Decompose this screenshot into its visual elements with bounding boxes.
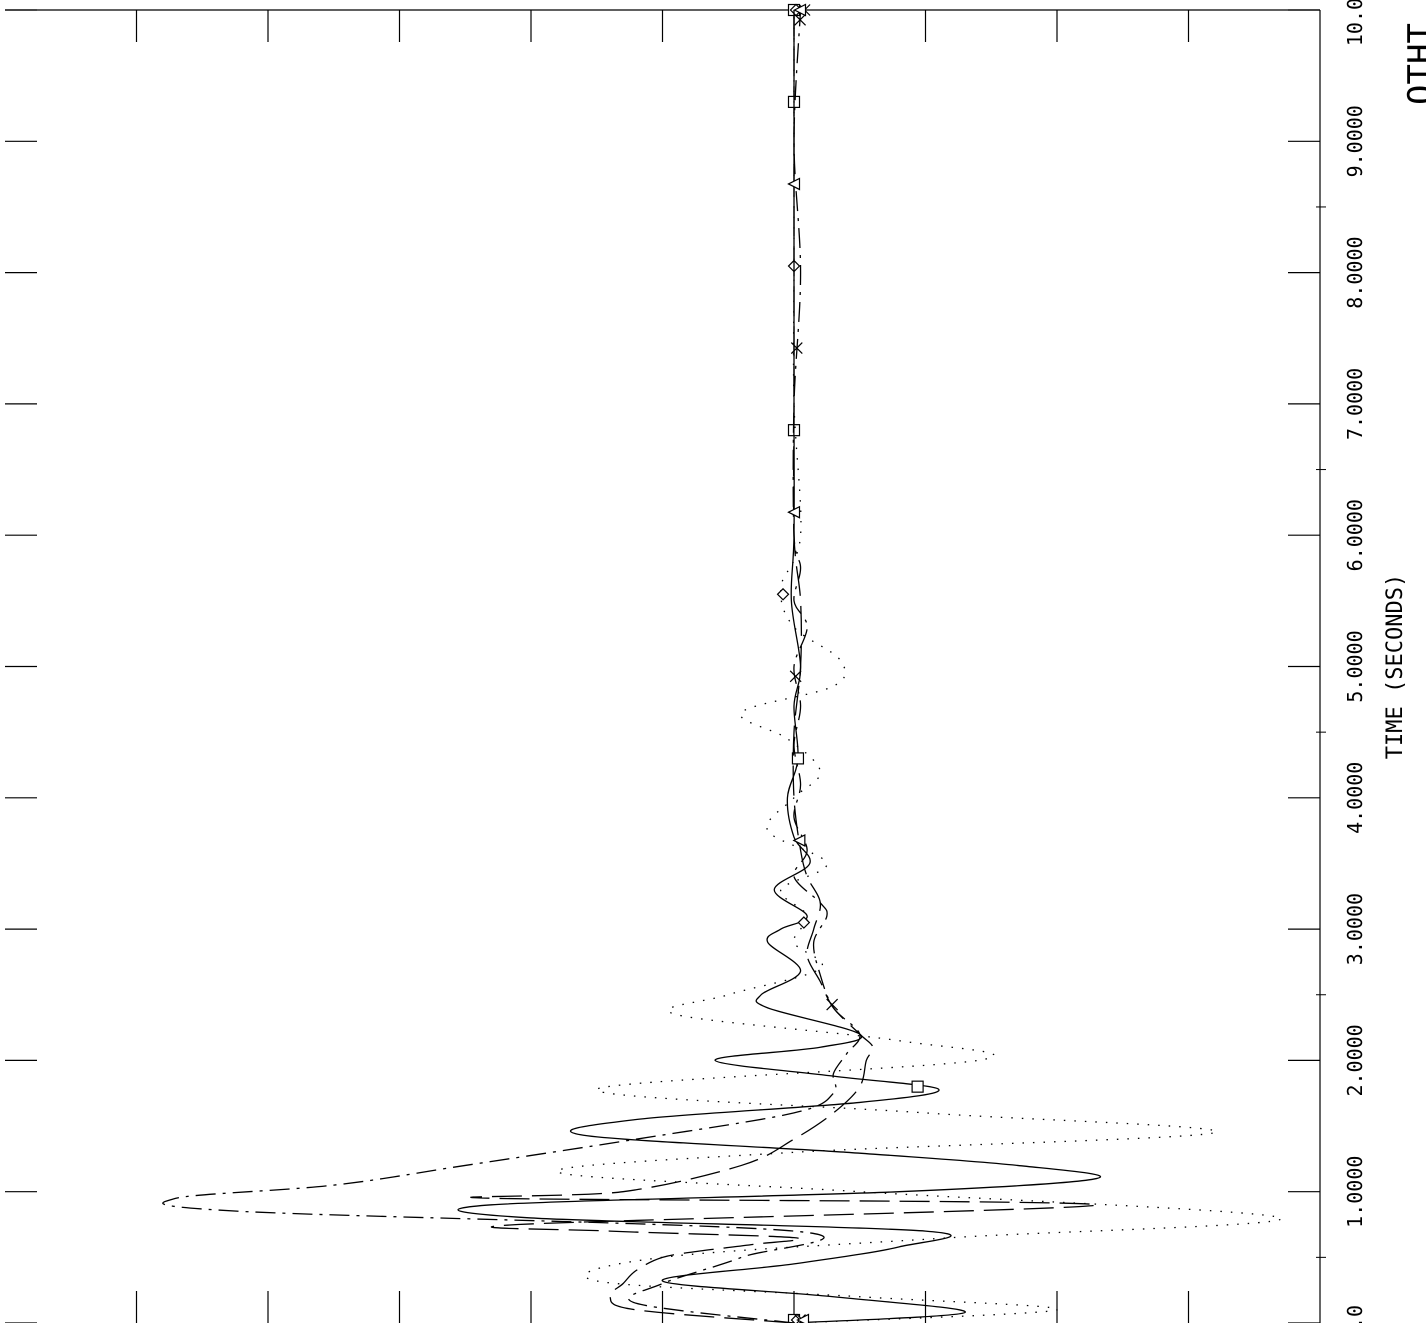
axis-ticks (5, 9, 1326, 1323)
x-tick-label: 0.0 (1343, 1305, 1367, 1323)
series-line-1 (457, 10, 1101, 1323)
series-line-3 (162, 9, 861, 1323)
x-tick-label: 9.0000 (1343, 105, 1367, 177)
tick-labels: 0.0 1.0000 2.0000 3.0000 4.0000 5.0000 6.0000 7… (1343, 0, 1367, 1323)
series-marker-x (794, 13, 807, 26)
series-marker-triangle (787, 177, 801, 191)
x-tick-label: 1.0000 (1343, 1156, 1367, 1228)
series-layer (162, 3, 1282, 1323)
plot-frame (5, 9, 1321, 1323)
series-marker-square (791, 752, 805, 765)
series-marker-diamond (776, 587, 790, 601)
series-marker-x (790, 342, 803, 355)
x-axis-label: TIME (SECONDS) (1383, 574, 1408, 759)
series-marker-triangle (793, 3, 807, 17)
x-tick-label: 10.000 (1343, 0, 1367, 46)
series-marker-triangle (787, 505, 801, 519)
series-marker-x (789, 670, 802, 683)
series-marker-diamond (797, 916, 811, 929)
x-tick-label: 5.0000 (1343, 630, 1367, 702)
title-fragment: OTHT (1401, 23, 1426, 105)
x-tick-label: 3.0000 (1343, 893, 1367, 965)
series-marker-square (911, 1080, 924, 1093)
series-marker-triangle (792, 834, 806, 847)
series-line-2 (556, 10, 1282, 1323)
x-tick-label: 4.0000 (1343, 762, 1367, 834)
x-tick-label: 2.0000 (1343, 1024, 1367, 1096)
x-tick-label: 7.0000 (1343, 368, 1367, 440)
x-tick-label: 6.0000 (1343, 499, 1367, 571)
series-line-4 (470, 10, 1098, 1323)
x-tick-label: 8.0000 (1343, 236, 1367, 308)
